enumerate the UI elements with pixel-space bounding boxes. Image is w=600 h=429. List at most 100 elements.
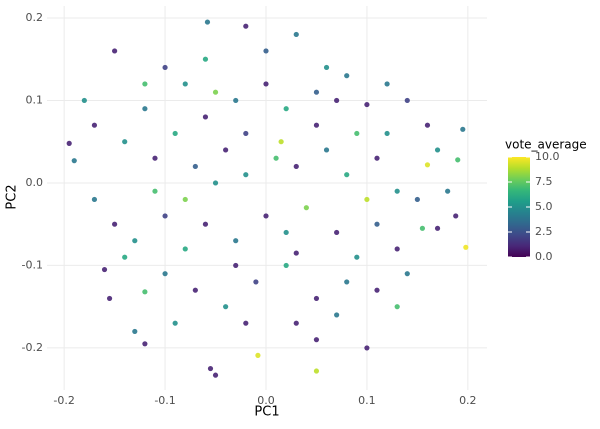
point	[283, 262, 289, 269]
colorbar-label: 5.0	[535, 200, 553, 213]
point	[132, 238, 138, 244]
point	[81, 97, 87, 104]
point	[323, 64, 330, 71]
x-tick-label: 0.0	[257, 394, 275, 407]
point	[122, 139, 128, 145]
point	[394, 188, 400, 194]
point	[344, 279, 350, 285]
point	[404, 97, 410, 104]
point	[71, 158, 77, 164]
point	[152, 188, 158, 194]
point	[152, 155, 158, 161]
point	[414, 196, 420, 203]
point	[243, 320, 249, 326]
point	[424, 122, 431, 128]
point	[460, 126, 466, 132]
point	[278, 139, 284, 145]
point	[283, 229, 289, 236]
point	[243, 23, 249, 29]
point	[263, 81, 269, 87]
point	[243, 130, 249, 137]
point	[233, 97, 239, 104]
point	[182, 81, 188, 87]
point	[404, 271, 410, 277]
point	[374, 287, 380, 293]
point	[182, 246, 188, 252]
point	[112, 48, 118, 54]
point	[313, 89, 320, 95]
point	[101, 266, 108, 273]
point	[202, 221, 209, 227]
point	[182, 196, 188, 203]
point	[334, 312, 340, 318]
point	[394, 304, 400, 310]
point	[293, 31, 299, 38]
point	[263, 213, 269, 219]
point	[66, 140, 72, 146]
point	[192, 163, 198, 170]
point	[374, 221, 380, 227]
colorbar-label: 0.0	[535, 250, 553, 263]
point	[122, 254, 128, 260]
point	[344, 73, 350, 79]
point	[303, 205, 309, 211]
y-tick-label: 0.0	[26, 176, 44, 189]
y-tick-label: -0.1	[22, 258, 43, 271]
point	[106, 295, 113, 302]
point	[434, 225, 441, 231]
point	[384, 81, 390, 87]
colorbar	[508, 157, 530, 257]
point	[132, 328, 138, 335]
point	[112, 221, 118, 227]
point	[91, 196, 98, 203]
x-tick-label: 0.1	[358, 394, 376, 407]
x-tick-label: 0.2	[459, 394, 477, 407]
point	[233, 238, 239, 244]
point	[374, 155, 380, 161]
point	[223, 147, 229, 153]
point	[255, 352, 261, 358]
point	[192, 287, 198, 293]
point	[207, 365, 214, 372]
point	[293, 320, 299, 326]
point	[434, 147, 441, 153]
point	[394, 246, 400, 252]
point	[293, 250, 299, 256]
point	[313, 368, 320, 374]
point	[202, 114, 209, 120]
point	[463, 244, 469, 250]
point	[334, 229, 340, 236]
y-axis-title: PC2	[5, 184, 20, 209]
point	[233, 262, 239, 269]
point	[364, 345, 370, 351]
point	[212, 372, 219, 378]
point	[453, 213, 459, 219]
point	[253, 279, 259, 285]
y-tick-label: -0.2	[22, 341, 43, 354]
point	[419, 225, 426, 231]
point	[91, 122, 98, 128]
point	[273, 155, 279, 161]
point	[344, 172, 350, 178]
point	[323, 147, 330, 153]
point	[384, 130, 390, 137]
point	[313, 122, 320, 128]
point	[313, 295, 320, 302]
point	[334, 97, 340, 104]
point	[162, 64, 168, 71]
point	[354, 130, 360, 137]
point	[212, 89, 219, 95]
y-tick-label: 0.2	[26, 11, 44, 24]
point	[445, 188, 451, 194]
point	[424, 162, 431, 168]
point	[142, 289, 148, 295]
x-tick-label: -0.1	[154, 394, 175, 407]
point	[283, 106, 289, 112]
point	[243, 172, 249, 178]
x-tick-label: -0.2	[53, 394, 74, 407]
point	[172, 130, 178, 137]
point	[172, 320, 178, 326]
point	[204, 19, 211, 25]
point	[202, 56, 209, 62]
